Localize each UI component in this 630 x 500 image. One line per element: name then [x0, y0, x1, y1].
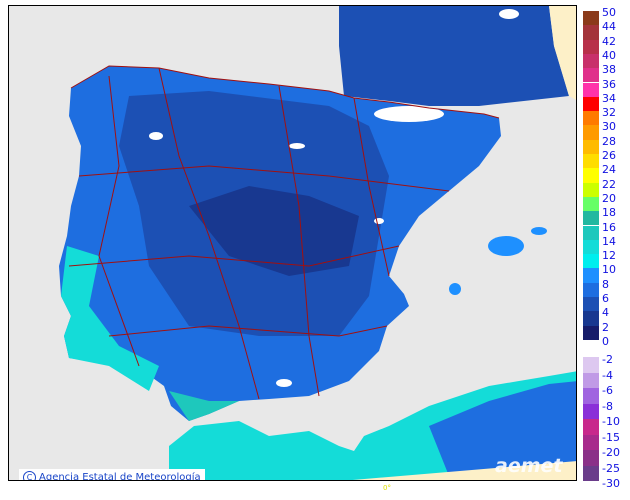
legend-label: 2: [602, 320, 609, 334]
aemet-logo: aemet: [495, 455, 563, 477]
legend-swatch: [583, 196, 599, 212]
legend-label: 8: [602, 277, 609, 291]
legend-swatch: [583, 154, 599, 169]
legend-label: -25: [602, 461, 620, 475]
province-borders: [68, 65, 500, 400]
legend-label: -6: [602, 384, 613, 397]
legend-swatch: [583, 450, 599, 466]
legend-label: 18: [602, 206, 616, 220]
copyright-credit: C Agencia Estatal de Meteorología: [19, 469, 205, 481]
legend-label: 20: [602, 191, 616, 205]
longitude-label: 0°: [383, 484, 391, 492]
legend-swatch: [583, 357, 599, 373]
legend-label: 16: [602, 220, 616, 234]
legend-swatch: [583, 388, 599, 404]
africa-inland: [429, 381, 576, 476]
legend-label: 26: [602, 149, 616, 162]
ibiza: [449, 283, 461, 295]
legend-label: 44: [602, 20, 616, 34]
legend-label: -30: [602, 477, 620, 490]
legend-label: -10: [602, 415, 620, 428]
legend-swatch: [583, 82, 599, 97]
legend-swatch: [583, 372, 599, 388]
legend-label: 40: [602, 48, 616, 62]
legend-swatch: [583, 325, 599, 340]
out-of-domain-ne: [549, 6, 576, 100]
legend-label: 34: [602, 91, 616, 105]
legend-label: -2: [602, 353, 613, 366]
credit-text: Agencia Estatal de Meteorología: [39, 472, 201, 481]
legend-label: -8: [602, 399, 613, 413]
out-of-domain-se: [352, 461, 576, 480]
legend-label: 36: [602, 77, 616, 91]
france-land: [339, 6, 569, 106]
legend-swatch: [583, 311, 599, 326]
legend-swatch: [583, 211, 599, 226]
legend-label: 4: [602, 306, 609, 320]
legend-swatch: [583, 139, 599, 154]
legend-swatch: [583, 168, 599, 183]
legend-swatch: [583, 268, 599, 283]
legend-swatch: [583, 53, 599, 69]
legend-swatch: [583, 96, 599, 112]
legend-swatch: [583, 403, 599, 419]
copyright-icon: C: [23, 471, 36, 480]
temperature-map: C Agencia Estatal de Meteorología aemet: [8, 5, 577, 481]
mallorca: [488, 236, 524, 256]
legend-label: 10: [602, 263, 616, 277]
legend-swatch: [583, 11, 599, 26]
legend-label: 50: [602, 6, 616, 19]
legend-label: 30: [602, 120, 616, 134]
legend-label: 28: [602, 134, 616, 148]
snow-patches: [149, 9, 519, 387]
legend-swatch: [583, 182, 599, 197]
legend-swatch: [583, 125, 599, 140]
legend-label: 14: [602, 234, 616, 248]
legend-label: 6: [602, 292, 609, 305]
legend-swatch: [583, 465, 599, 481]
legend-label: 0: [602, 334, 609, 348]
legend-swatch: [583, 225, 599, 240]
legend-swatch: [583, 239, 599, 255]
legend-label: 22: [602, 177, 616, 191]
legend-label: -15: [602, 430, 620, 444]
legend-label: 42: [602, 34, 616, 48]
legend-swatch: [583, 419, 599, 435]
legend-swatch: [583, 39, 599, 54]
legend-label: 24: [602, 163, 616, 177]
map-svg: [59, 6, 576, 480]
legend-swatch: [583, 111, 599, 126]
legend-label: 32: [602, 106, 616, 120]
legend-label: 12: [602, 249, 616, 263]
legend-label: -4: [602, 368, 613, 382]
legend-label: -20: [602, 446, 620, 459]
legend-swatch: [583, 297, 599, 312]
legend-label: 38: [602, 63, 616, 77]
iberia-cold-core: [189, 186, 359, 276]
legend-swatch: [583, 434, 599, 450]
menorca: [531, 227, 547, 235]
south-coast-warm: [169, 391, 239, 421]
legend-swatch: [583, 254, 599, 269]
legend-swatch: [583, 25, 599, 40]
legend-swatch: [583, 68, 599, 83]
legend-swatch: [583, 282, 599, 297]
